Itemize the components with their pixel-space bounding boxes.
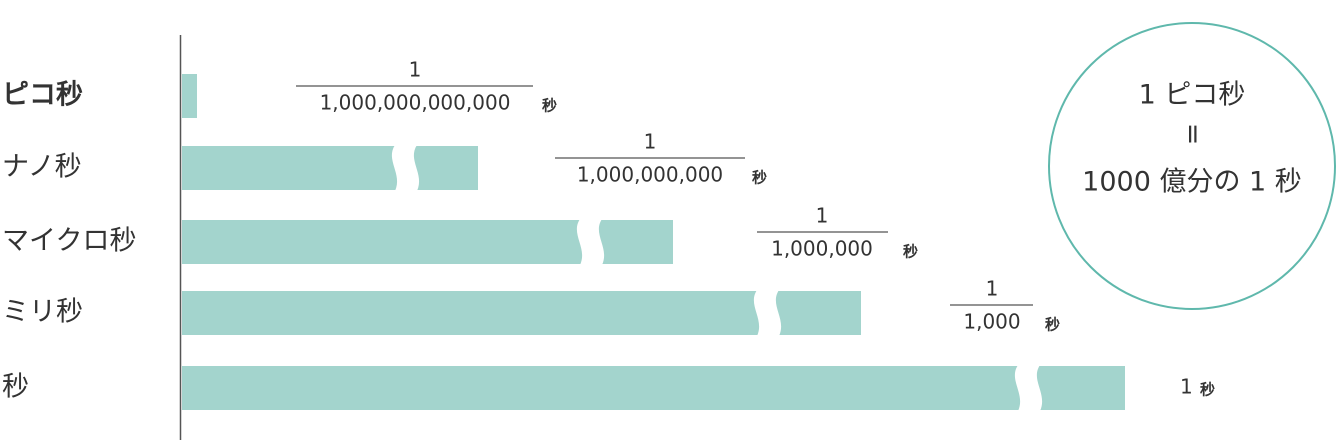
bar — [182, 291, 861, 335]
value: 1 — [1180, 375, 1193, 399]
numerator: 1 — [644, 130, 657, 154]
numerator: 1 — [816, 204, 829, 228]
bar — [182, 146, 478, 190]
row-label: ナノ秒 — [2, 152, 82, 183]
row-label: マイクロ秒 — [2, 226, 136, 257]
callout-line2: 1000 億分の 1 秒 — [1082, 167, 1302, 198]
bar-break — [391, 145, 420, 191]
bar-break — [576, 219, 605, 265]
bar-break — [753, 290, 782, 336]
numerator: 1 — [409, 58, 422, 82]
denominator: 1,000,000,000 — [577, 163, 723, 187]
numerator: 1 — [986, 277, 999, 301]
callout-equals: = — [1178, 123, 1209, 146]
unit: 秒 — [752, 169, 767, 187]
denominator: 1,000,000,000,000 — [320, 91, 511, 115]
callout-line1: 1 ピコ秒 — [1139, 80, 1246, 111]
denominator: 1,000 — [963, 310, 1020, 334]
row-label: ピコ秒 — [2, 80, 83, 111]
unit: 秒 — [542, 97, 557, 115]
unit: 秒 — [1045, 316, 1060, 334]
bar — [182, 74, 197, 118]
unit: 秒 — [1200, 381, 1215, 399]
row-label: 秒 — [2, 372, 29, 403]
denominator: 1,000,000 — [771, 237, 873, 261]
row-label: ミリ秒 — [2, 297, 83, 328]
callout-circle — [1048, 22, 1336, 310]
bar-break — [1014, 365, 1043, 411]
bar — [182, 366, 1125, 410]
unit: 秒 — [903, 243, 918, 261]
